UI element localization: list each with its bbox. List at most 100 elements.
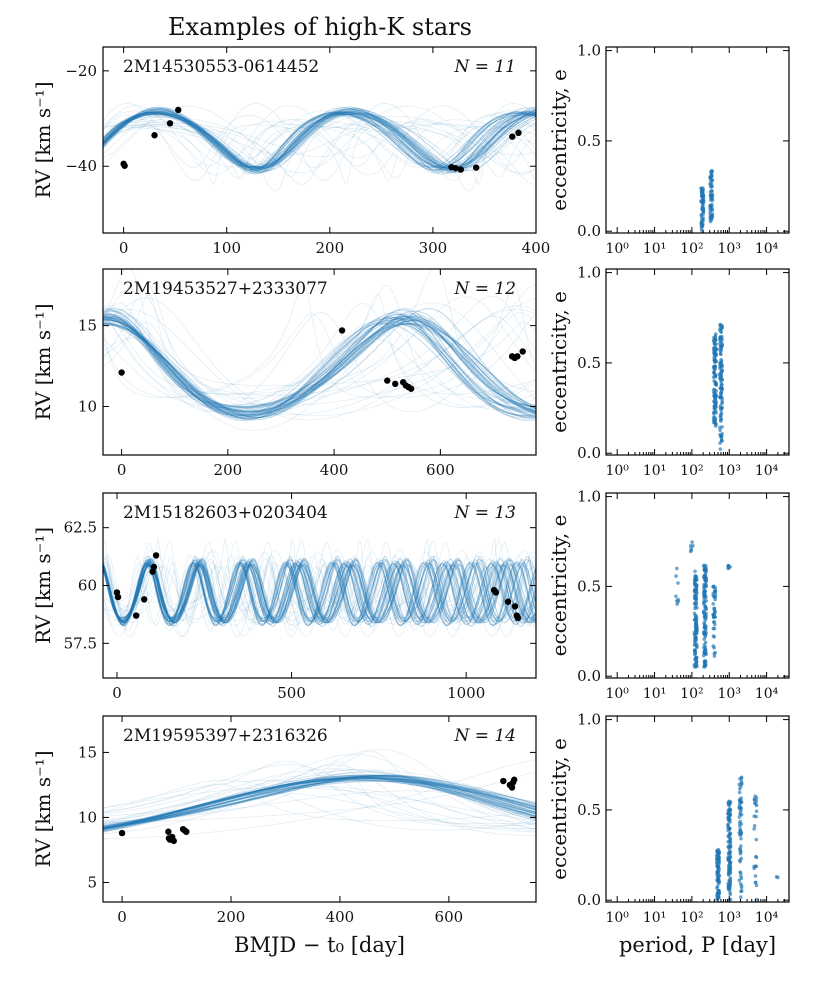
figure-title: Examples of high-K stars [168,13,472,41]
model-curve [103,109,536,169]
ecc-xlabel: period, P [day] [619,933,776,957]
model-curve [103,113,536,172]
ecc-sample [710,169,715,174]
ecc-sample [713,388,717,392]
ecc-sample [752,823,757,828]
model-curve [103,323,536,416]
ecc-sample [702,625,707,630]
observation-point [392,380,399,388]
ecc-sample [703,605,707,610]
ecc-x-tick-label: 10³ [718,686,741,702]
ecc-sample [754,814,758,819]
model-curve [103,121,536,156]
ecc-sample [713,364,718,369]
model-curve [103,559,536,623]
model-curve [103,111,536,171]
ecc-sample [694,616,699,620]
model-curve [103,561,536,625]
model-curve [103,126,536,175]
model-curve [103,768,536,834]
observation-point [132,612,140,619]
ecc-y-tick-label: 1.0 [577,42,601,60]
model-curve [103,114,536,172]
ecc-sample [712,372,717,376]
model-curve [103,558,536,619]
model-curve [103,316,536,408]
model-curve [103,295,536,406]
model-curve [103,775,536,829]
ecc-sample [694,660,698,664]
ecc-sample [714,347,719,352]
model-curve [103,126,536,159]
model-curve [103,112,536,165]
model-curve [103,319,536,413]
model-curve [103,284,536,398]
ecc-sample [712,635,717,639]
model-curve [103,109,536,169]
model-curve [103,565,536,622]
y-tick-label: 5 [87,873,97,891]
model-curve [103,269,536,406]
model-curve [103,110,536,168]
ecc-sample [738,871,743,875]
model-curve [103,315,536,396]
model-curve [103,124,536,178]
ecc-sample [754,854,758,859]
n-label: N = 14 [453,726,516,746]
ecc-x-tick-label: 10⁰ [605,910,629,926]
ecc-sample [710,212,715,216]
model-curve [103,112,536,171]
ecc-x-tick-label: 10⁰ [605,686,629,702]
x-tick-label: 1000 [447,684,485,702]
model-curve [103,113,536,169]
model-curve [103,778,536,831]
model-curve [103,564,536,624]
model-curve [103,541,536,627]
ecc-sample [737,815,742,819]
ecc-sample [711,602,716,606]
model-curve [103,322,536,420]
ecc-sample [701,210,706,214]
ecc-sample [712,619,717,624]
observation-point [515,129,522,137]
ecc-sample [739,885,744,890]
rv-xlabel: BMJD − t₀ [day] [234,933,405,957]
y-tick-label: 15 [78,743,97,761]
model-curve [103,121,536,173]
model-curve [103,116,536,192]
model-curve [103,322,536,416]
ecc-y-tick-label: 0.5 [577,577,601,595]
ecc-sample [691,544,695,548]
model-curve [103,294,536,395]
model-curve [103,285,536,408]
ecc-frame [605,492,790,679]
model-curve [103,787,536,822]
ecc-sample [710,202,714,207]
ecc-sample [754,837,759,842]
model-curve [103,559,536,619]
ecc-x-tick-label: 10³ [718,463,741,479]
ecc-sample [715,849,720,853]
ecc-sample [718,349,723,353]
model-curve [103,777,536,827]
ecc-sample [716,895,721,899]
ecc-x-tick-label: 10³ [718,241,741,257]
ecc-sample [714,359,718,363]
ecc-sample [739,836,743,841]
ecc-sample [774,875,779,879]
ecc-x-tick-label: 10³ [718,910,741,926]
observation-point [338,327,346,334]
model-curve [103,571,536,612]
ecc-sample [739,874,743,878]
ecc-x-tick-label: 10⁴ [755,686,779,702]
model-curve [103,565,536,624]
ecc-sample [694,655,699,660]
ecc-sample [754,880,758,885]
ecc-sample [719,433,723,438]
model-curve [103,776,536,829]
y-tick-label: 60 [78,577,97,595]
model-curve [103,316,536,408]
observation-point [118,369,125,376]
ecc-sample [702,594,706,598]
ecc-sample [703,640,708,645]
